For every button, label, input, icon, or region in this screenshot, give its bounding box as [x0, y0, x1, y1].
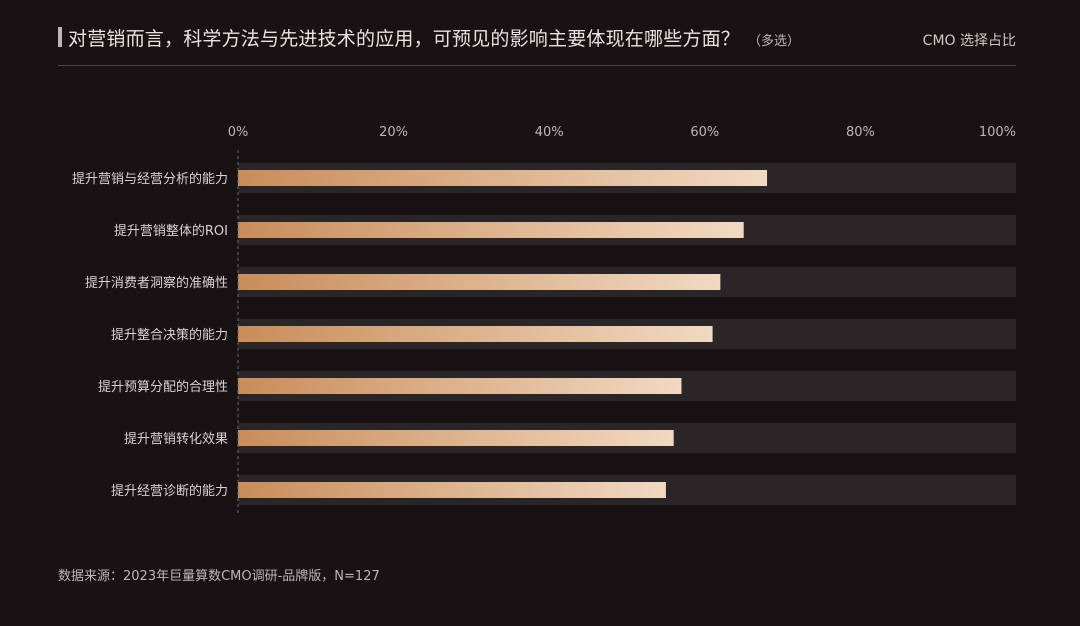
bar [238, 430, 674, 446]
bar [238, 274, 721, 290]
x-tick-label: 20% [379, 125, 408, 140]
data-source-note: 数据来源：2023年巨量算数CMO调研-品牌版，N=127 [58, 569, 380, 584]
chart-unit-label: CMO 选择占比 [922, 33, 1016, 49]
bar [238, 170, 768, 186]
bar [238, 378, 682, 394]
bar [238, 222, 744, 238]
x-tick-label: 40% [535, 125, 564, 140]
category-label: 提升营销与经营分析的能力 [72, 171, 228, 187]
title-divider [58, 65, 1016, 66]
category-label: 提升经营诊断的能力 [111, 483, 228, 499]
bar [238, 482, 666, 498]
category-label: 提升营销整体的ROI [114, 223, 228, 239]
chart-title-row: 对营销而言，科学方法与先进技术的应用，可预见的影响主要体现在哪些方面？ （多选）… [58, 24, 1016, 54]
bar [238, 326, 713, 342]
x-tick-label: 0% [228, 125, 249, 140]
chart-title: 对营销而言，科学方法与先进技术的应用，可预见的影响主要体现在哪些方面？ [68, 28, 741, 50]
title-accent-bar [58, 27, 62, 47]
category-label: 提升整合决策的能力 [111, 327, 228, 343]
category-label: 提升营销转化效果 [124, 431, 228, 447]
x-tick-label: 80% [846, 125, 875, 140]
category-label: 提升预算分配的合理性 [98, 379, 228, 395]
category-label: 提升消费者洞察的准确性 [85, 275, 228, 291]
bar-chart: 0% 20% 40% 60% 80% 100% 提升营销与经营分析的能力提升营销整体的RO… [72, 125, 1016, 515]
chart-title-note: （多选） [748, 34, 801, 49]
x-tick-label: 60% [690, 125, 719, 140]
x-tick-label: 100% [979, 125, 1016, 140]
